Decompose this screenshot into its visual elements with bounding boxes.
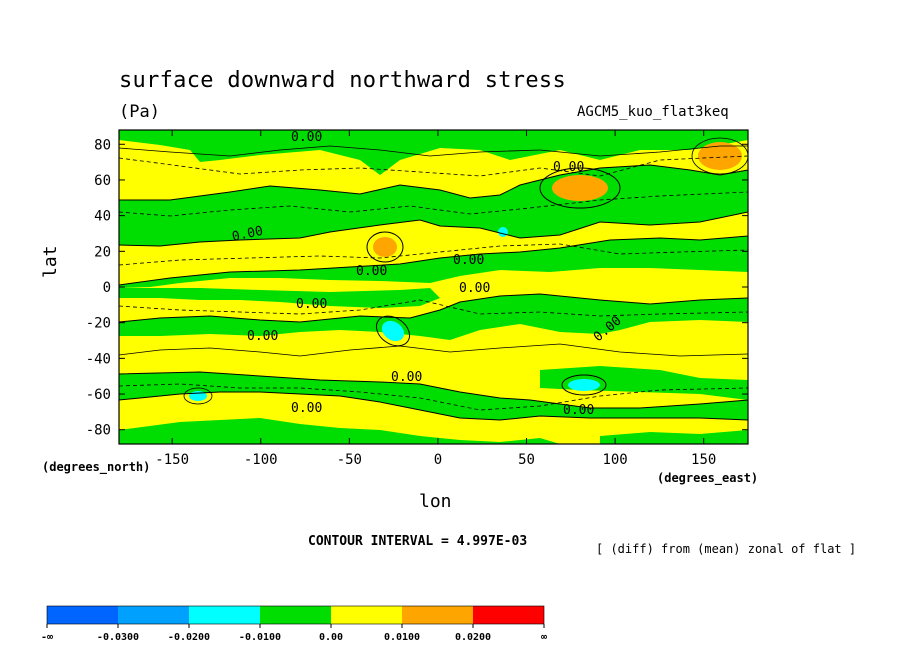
region-negative-min-sw [381,320,405,342]
colorbar-swatch [118,606,189,624]
x-tick-label: 100 [602,452,627,468]
y-tick-label: -40 [86,351,111,367]
contour-label: 0.00 [453,253,484,268]
contour-line-thin [691,137,748,175]
y-tick-label: -60 [86,387,111,403]
x-units-label: (degrees_east) [657,471,759,485]
contour-label: 0.00 [296,297,327,312]
x-tick-label: 0 [434,452,442,468]
contour-line-dashed [119,191,748,217]
colorbar-swatch [189,606,260,624]
y-tick-label: -80 [86,423,111,439]
contour-line-dashed [119,383,748,411]
x-tick-label: 50 [518,452,535,468]
contour-line-dashed [119,299,748,317]
colorbar: -∞ -0.0300 -0.0200 -0.0100 0.00 0.0100 0.0200 ∞ [41,605,547,643]
region-negative-band-15 [119,236,748,288]
colorbar-label: 0.00 [319,632,343,643]
contour-label: 0.00 [553,160,584,175]
contour-line [119,371,748,409]
x-axis-label: lon [419,491,452,512]
y-tick-label: -20 [86,316,111,332]
y-tick-label: 20 [94,244,111,260]
contour-line [119,235,748,286]
colorbar-label: 0.0100 [384,632,420,643]
contour-line-thin [119,343,748,357]
region-negative-min-n [498,227,508,237]
contour-line [119,211,748,247]
chart-title: surface downward northward stress [119,68,566,93]
contour-line-dashed [119,155,748,177]
x-axis-ticks: -150 -100 -50 0 50 100 150 [155,130,716,468]
colorbar-label: -∞ [41,632,53,643]
contour-label: 0.00 [459,281,490,296]
y-tick-label: 0 [103,280,111,296]
contour-field [119,130,748,444]
x-tick-label: -50 [337,452,362,468]
region-negative-north [119,130,748,175]
colorbar-label: ∞ [541,632,547,643]
contour-line [119,293,748,323]
contour-line [119,391,748,421]
colorbar-label: -0.0100 [239,632,281,643]
contour-label: 0.00 [391,370,422,385]
contour-line [375,315,411,347]
region-positive-max-ne [552,175,608,201]
colorbar-label: -0.0200 [168,632,210,643]
contour-label: 0.00 [356,264,387,279]
x-tick-label: -150 [155,452,189,468]
colorbar-label: -0.0300 [97,632,139,643]
y-units-label: (degrees_north) [42,460,151,474]
contour-label: 0.00 [231,224,265,245]
contour-line [366,231,404,263]
region-negative-south-east [540,366,748,400]
model-label: AGCM5_kuo_flat3keq [577,104,729,120]
colorbar-swatch [331,606,402,624]
region-negative-equator-south [119,288,440,308]
contour-label: 0.00 [563,403,594,418]
x-tick-label: -100 [244,452,278,468]
region-negative-south-pole-east [600,430,748,444]
y-tick-label: 60 [94,173,111,189]
contour-line [539,167,621,209]
diff-note: [ (diff) from (mean) zonal of flat ] [596,542,857,556]
contour-label: 0.00 [291,130,322,145]
y-axis-ticks: 80 60 40 20 0 -20 -40 -60 -80 [86,137,748,439]
region-negative-band-20s [119,294,748,340]
colorbar-swatch [473,606,544,624]
colorbar-swatch [47,606,118,624]
y-axis-label: lat [40,245,61,278]
region-positive-max-arctic [698,142,742,170]
contour-line [561,374,607,396]
contour-label: 0.00 [247,329,278,344]
x-tick-label: 150 [691,452,716,468]
colorbar-label: 0.0200 [455,632,491,643]
contour-interval-text: CONTOUR INTERVAL = 4.997E-03 [308,534,528,549]
region-negative-min-se [568,379,600,391]
colorbar-swatch [260,606,331,624]
region-negative-south-pole [119,418,560,444]
region-positive-max-20n [373,237,397,257]
contour-line-thin [183,387,213,405]
colorbar-frame [46,605,545,625]
contour-line-dashed [119,243,748,266]
y-tick-label: 80 [94,137,111,153]
colorbar-swatch [402,606,473,624]
y-tick-label: 40 [94,209,111,225]
units-label: (Pa) [119,102,160,122]
contour-label: 0.00 [291,401,322,416]
contour-line [119,164,748,201]
contour-line-thin [119,145,748,157]
